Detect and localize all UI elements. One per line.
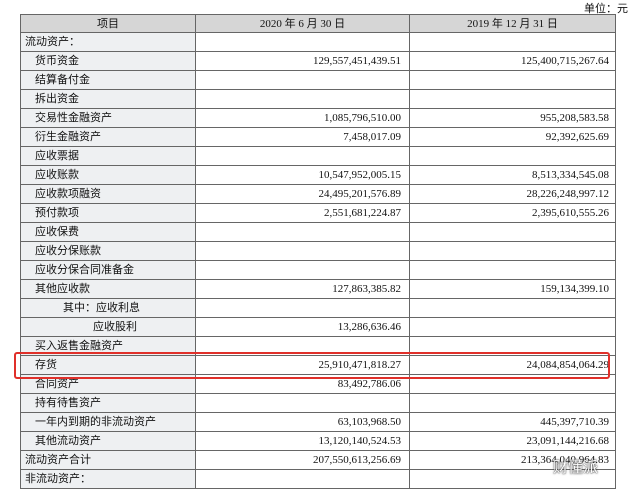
row-label: 其他流动资产 [20,432,196,451]
value-cell [410,147,616,166]
value-cell [196,299,410,318]
value-cell [196,394,410,413]
row-label: 非流动资产： [20,470,196,489]
value-cell: 13,286,636.46 [196,318,410,337]
value-cell [410,261,616,280]
value-cell: 213,364,040,964.83 [410,451,616,470]
value-cell: 125,400,715,267.64 [410,52,616,71]
value-cell [410,318,616,337]
row-label: 预付款项 [20,204,196,223]
value-cell [410,33,616,52]
value-cell [410,71,616,90]
value-cell [410,223,616,242]
value-cell: 10,547,952,005.15 [196,166,410,185]
row-label: 其他应收款 [20,280,196,299]
row-label: 结算备付金 [20,71,196,90]
row-label: 合同资产 [20,375,196,394]
value-cell [410,394,616,413]
value-cell: 1,085,796,510.00 [196,109,410,128]
value-cell: 127,863,385.82 [196,280,410,299]
header-cell: 项目 [20,14,196,33]
value-cell: 207,550,613,256.69 [196,451,410,470]
row-label: 存货 [20,356,196,375]
value-cell: 2,395,610,555.26 [410,204,616,223]
value-cell: 129,557,451,439.51 [196,52,410,71]
row-label: 拆出资金 [20,90,196,109]
value-cell [196,147,410,166]
value-cell: 8,513,334,545.08 [410,166,616,185]
row-label: 其中：应收利息 [20,299,196,318]
row-label: 应收保费 [20,223,196,242]
value-cell: 955,208,583.58 [410,109,616,128]
header-cell: 2019 年 12 月 31 日 [410,14,616,33]
value-cell: 92,392,625.69 [410,128,616,147]
row-label: 应收账款 [20,166,196,185]
value-cell: 23,091,144,216.68 [410,432,616,451]
watermark: 财懂派 [553,458,599,476]
value-cell: 28,226,248,997.12 [410,185,616,204]
value-cell [196,223,410,242]
unit-label: 单位：元 [584,3,628,15]
value-cell [410,90,616,109]
row-label: 应收款项融资 [20,185,196,204]
row-label: 衍生金融资产 [20,128,196,147]
value-cell [410,299,616,318]
value-cell: 83,492,786.06 [196,375,410,394]
header-cell: 2020 年 6 月 30 日 [196,14,410,33]
value-cell: 24,495,201,576.89 [196,185,410,204]
value-cell: 445,397,710.39 [410,413,616,432]
row-label: 货币资金 [20,52,196,71]
row-label: 交易性金融资产 [20,109,196,128]
value-cell: 24,084,854,064.29 [410,356,616,375]
value-cell [410,470,616,489]
value-cell [196,261,410,280]
row-label: 持有待售资产 [20,394,196,413]
row-label: 应收票据 [20,147,196,166]
highlight-box [14,352,610,379]
value-cell: 63,103,968.50 [196,413,410,432]
row-label: 买入返售金融资产 [20,337,196,356]
row-label: 流动资产合计 [20,451,196,470]
value-cell [196,337,410,356]
value-cell: 7,458,017.09 [196,128,410,147]
value-cell [196,71,410,90]
row-label: 一年内到期的非流动资产 [20,413,196,432]
value-cell [410,242,616,261]
value-cell [410,337,616,356]
row-label: 应收分保合同准备金 [20,261,196,280]
row-label: 应收股利 [20,318,196,337]
value-cell [410,375,616,394]
value-cell [196,90,410,109]
value-cell: 2,551,681,224.87 [196,204,410,223]
value-cell: 159,134,399.10 [410,280,616,299]
value-cell [196,33,410,52]
row-label: 流动资产： [20,33,196,52]
row-label: 应收分保账款 [20,242,196,261]
value-cell: 13,120,140,524.53 [196,432,410,451]
value-cell [196,470,410,489]
value-cell [196,242,410,261]
value-cell: 25,910,471,818.27 [196,356,410,375]
